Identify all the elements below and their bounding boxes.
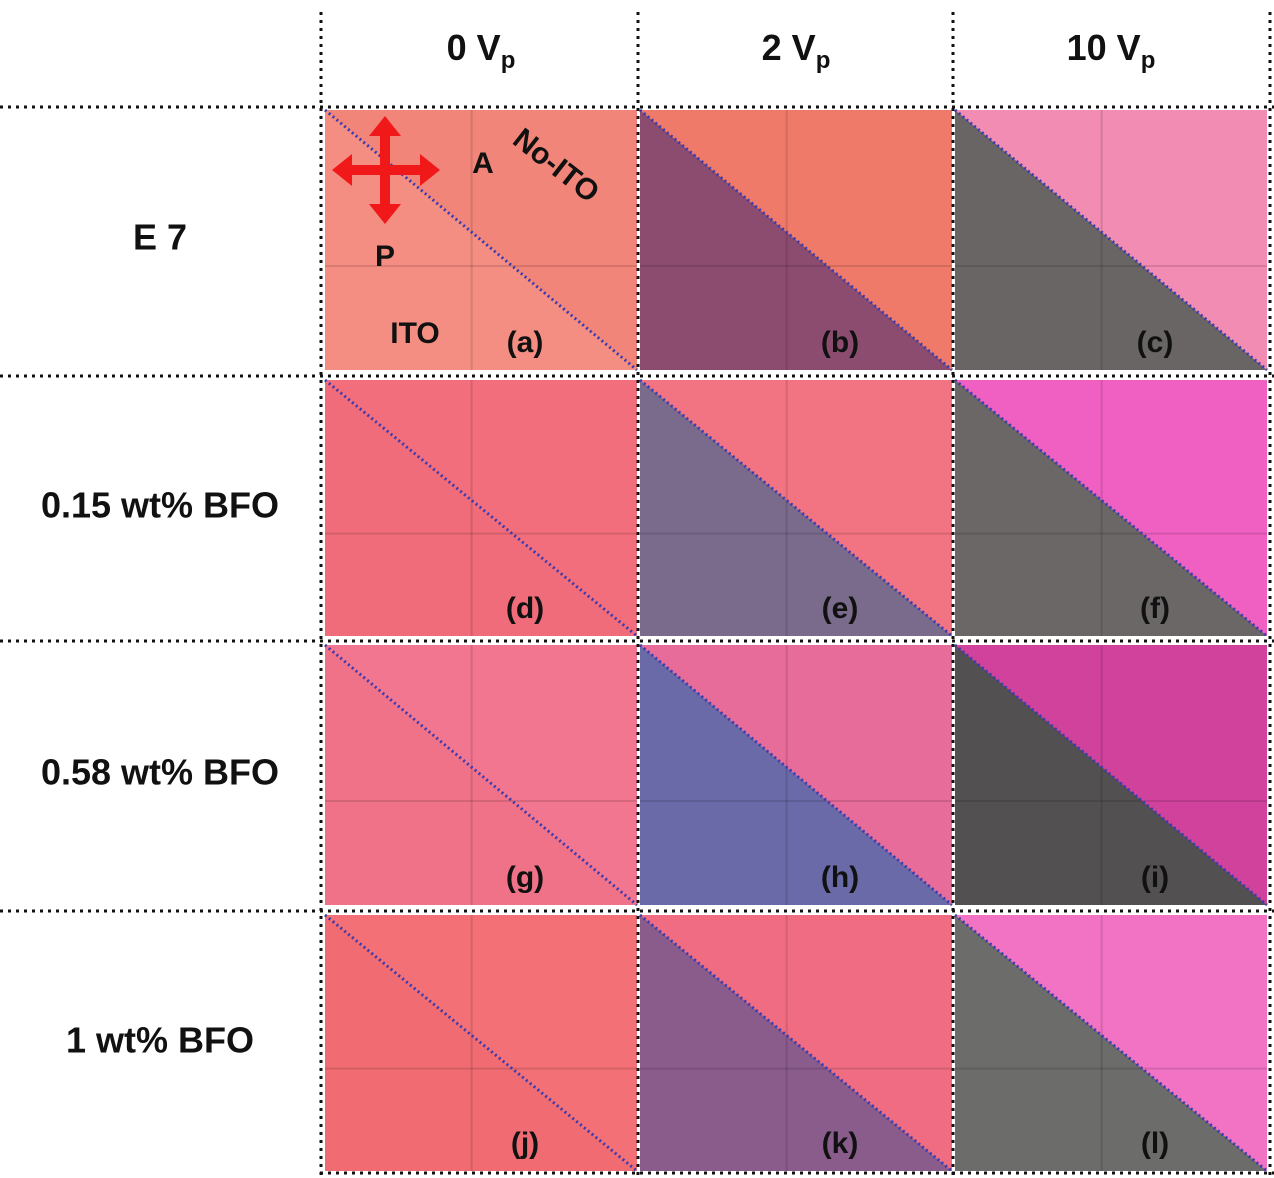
panel-label: (i) xyxy=(1141,861,1169,894)
header-subscript: p xyxy=(501,47,516,74)
panel-label: (e) xyxy=(822,592,859,625)
panel-label: (a) xyxy=(507,326,544,359)
annotation: A xyxy=(472,147,494,180)
annotation: ITO xyxy=(390,317,439,350)
annotation: P xyxy=(375,240,395,273)
panel-label: (k) xyxy=(822,1127,859,1160)
header-text: 0 V xyxy=(447,27,501,68)
column-header: 10 Vp xyxy=(1067,27,1156,75)
header-text: 10 V xyxy=(1067,27,1141,68)
panel-label: (g) xyxy=(506,861,544,894)
panel-label: (f) xyxy=(1140,592,1170,625)
header-subscript: p xyxy=(816,47,831,74)
column-header: 2 Vp xyxy=(762,27,831,75)
panel-label: (b) xyxy=(821,326,859,359)
header-text: 2 V xyxy=(762,27,816,68)
row-label: 0.15 wt% BFO xyxy=(41,485,279,526)
panel-label: (h) xyxy=(821,861,859,894)
row-label: E 7 xyxy=(133,217,187,258)
figure: (a) (b) (c) (d) (e) (f) (g) (h) (i) (j) (k) (l) A P IT… xyxy=(0,0,1274,1178)
panel-label: (l) xyxy=(1141,1127,1169,1160)
row-label: 1 wt% BFO xyxy=(66,1020,254,1061)
page: {"columns": [{"text": "0 V", "sub": "p"}… xyxy=(0,0,1274,1178)
panel-label: (d) xyxy=(506,592,544,625)
header-subscript: p xyxy=(1141,47,1156,74)
panel-label: (c) xyxy=(1137,326,1174,359)
column-header: 0 Vp xyxy=(447,27,516,75)
row-label: 0.58 wt% BFO xyxy=(41,752,279,793)
panel-label: (j) xyxy=(511,1127,539,1160)
